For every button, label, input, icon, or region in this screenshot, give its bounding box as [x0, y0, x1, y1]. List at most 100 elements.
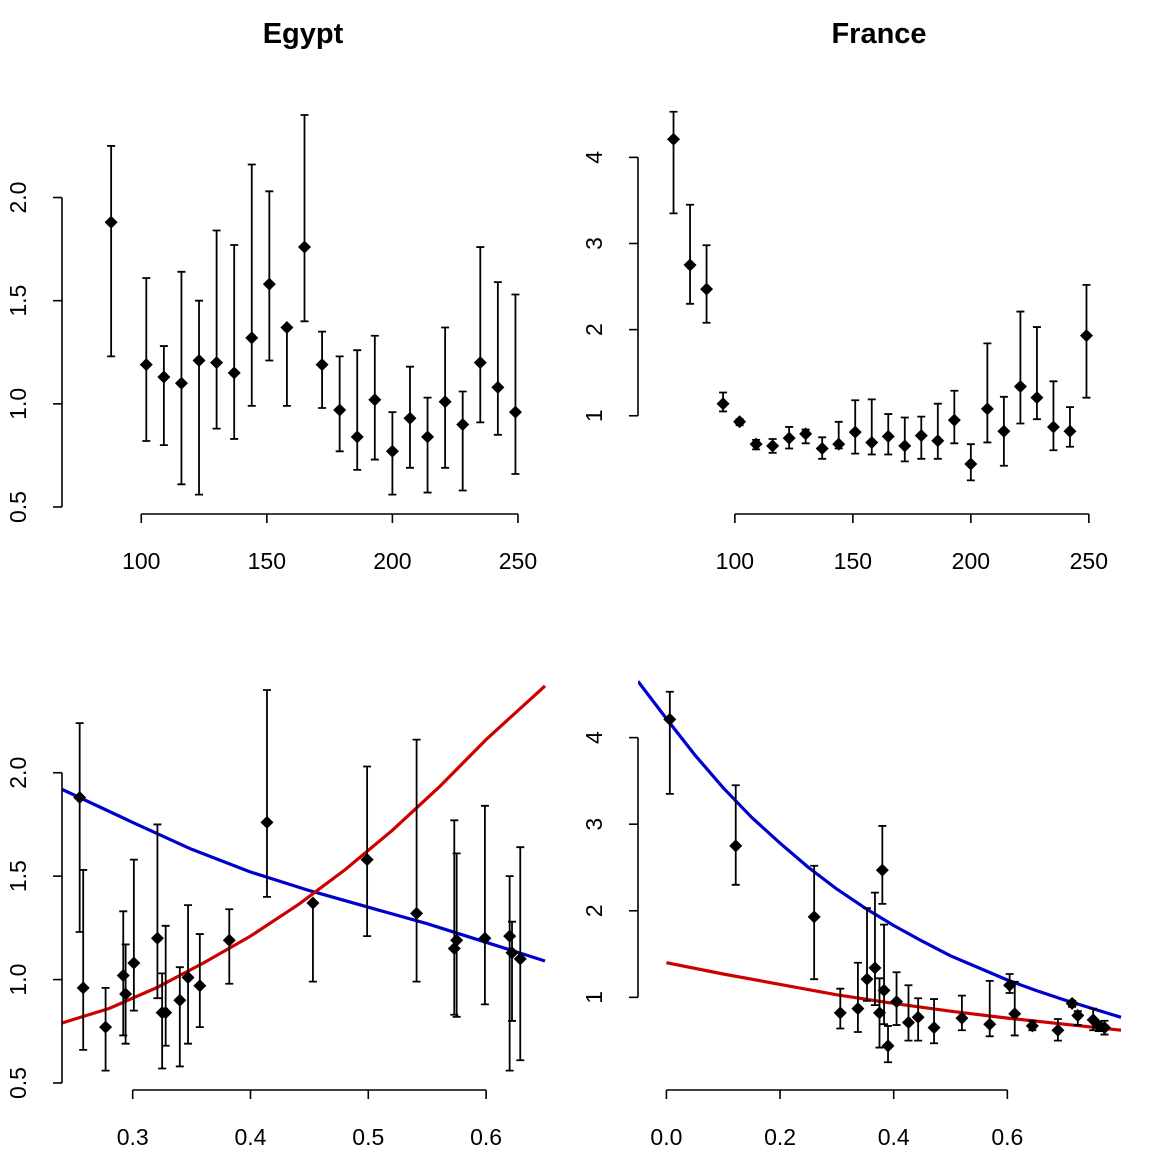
error-bar [870, 891, 879, 1007]
error-bar [493, 281, 502, 436]
data-point [833, 1006, 847, 1020]
data-point [1098, 1021, 1112, 1035]
data-point [368, 393, 382, 407]
x-tick-label: 150 [834, 548, 872, 574]
data-point [914, 429, 928, 443]
error-bar [363, 765, 372, 938]
error-bar [511, 293, 520, 475]
y-tick-label: 1.5 [5, 285, 31, 317]
error-bar [262, 689, 271, 898]
y-tick-label: 1 [581, 409, 607, 422]
x-tick-label: 200 [952, 548, 990, 574]
error-bar [265, 190, 274, 362]
data-point [851, 1002, 865, 1016]
data-point [159, 1006, 173, 1020]
data-point [1063, 424, 1077, 438]
y-tick-label: 1 [581, 991, 607, 1004]
x-tick-label: 100 [716, 548, 754, 574]
data-point [450, 933, 464, 947]
error-bar [230, 244, 239, 440]
data-point [667, 132, 681, 146]
error-bar [731, 784, 740, 886]
data-point [964, 457, 978, 471]
panel-egypt-bottom: 0.3 0.4 0.5 0.6 0.5 1.0 1.5 2.0 [5, 684, 547, 1150]
x-tick-label: 0.5 [352, 1124, 384, 1150]
data-point [99, 1020, 113, 1034]
data-point [503, 929, 517, 943]
y-tick-label: 0.5 [5, 491, 31, 523]
data-point [873, 1006, 886, 1020]
data-point [119, 987, 133, 1001]
error-bar [212, 229, 221, 430]
error-bar [669, 110, 678, 215]
fit-curve-red [62, 684, 547, 1025]
error-bar [904, 984, 913, 1042]
x-tick-label: 250 [1070, 548, 1108, 574]
x-tick-label: 100 [122, 548, 160, 574]
data-point [983, 1017, 997, 1031]
x-tick-label: 0.0 [650, 1124, 682, 1150]
error-bar [247, 163, 256, 407]
data-point [1025, 1019, 1039, 1033]
data-point [298, 240, 311, 254]
data-point [505, 946, 519, 960]
data-point [139, 358, 153, 372]
data-point [508, 405, 522, 419]
data-point [980, 402, 994, 416]
data-point [881, 1039, 895, 1053]
data-point [683, 258, 697, 272]
y-tick-label: 2.0 [5, 182, 31, 214]
data-point [947, 413, 961, 427]
x-tick-label: 0.3 [117, 1124, 149, 1150]
data-point [865, 435, 879, 449]
error-bar [175, 966, 184, 1068]
data-point [807, 910, 821, 924]
fit-curve-blue [638, 680, 1122, 1019]
panel-france-bottom: 0.0 0.2 0.4 0.6 1 2 3 4 [581, 680, 1122, 1150]
error-bar [686, 203, 695, 305]
error-bar [195, 299, 204, 496]
data-point [881, 429, 895, 443]
error-bar [300, 114, 309, 323]
data-point [1079, 329, 1093, 343]
x-tick-label: 0.6 [991, 1124, 1023, 1150]
data-point [1030, 391, 1044, 405]
error-bar [665, 690, 674, 795]
data-point [890, 995, 904, 1009]
data-point [473, 356, 487, 370]
data-point [1046, 420, 1060, 434]
error-bar [308, 902, 317, 983]
data-point [1051, 1023, 1065, 1037]
error-bar [1049, 380, 1058, 452]
y-tick-label: 1.0 [5, 388, 31, 420]
data-point [245, 331, 259, 345]
fit-curve-blue [62, 787, 546, 963]
data-point [150, 931, 164, 945]
error-bar [282, 326, 291, 407]
data-point [333, 403, 347, 417]
data-point [875, 863, 889, 877]
data-point [127, 956, 141, 970]
data-point [766, 439, 780, 453]
data-point [260, 815, 274, 829]
x-tick-label: 0.6 [470, 1124, 502, 1150]
y-tick-label: 1.0 [5, 964, 31, 996]
y-tick-label: 4 [581, 731, 607, 744]
data-point [350, 430, 364, 444]
error-bar [880, 923, 889, 1026]
y-tick-label: 3 [581, 818, 607, 831]
error-bar [1016, 310, 1025, 425]
error-bar [79, 869, 88, 1051]
data-point [174, 376, 188, 390]
data-point [385, 444, 399, 458]
data-point [931, 434, 945, 448]
data-point [210, 356, 224, 370]
data-point [192, 354, 206, 368]
data-point [700, 282, 714, 296]
data-point [901, 1015, 915, 1029]
data-point [997, 424, 1011, 438]
data-point [898, 439, 912, 453]
data-point [421, 430, 435, 444]
data-point [306, 896, 320, 910]
